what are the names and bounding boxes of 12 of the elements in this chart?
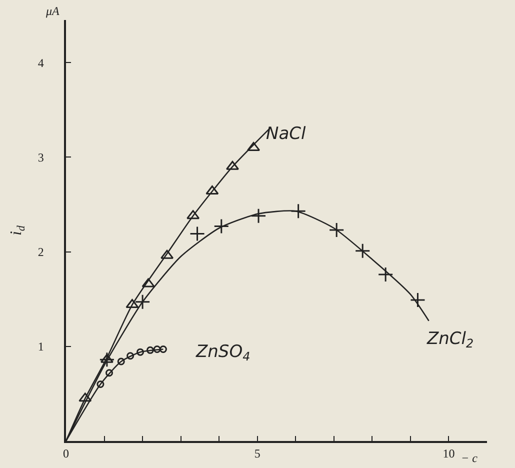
x-axis-title: − c: [461, 451, 478, 465]
y-tick-label: 1: [38, 340, 44, 354]
y-tick-label: 4: [38, 56, 44, 70]
x-tick-label: 5: [254, 446, 260, 460]
y-tick-label: 2: [38, 244, 44, 259]
series-label: NaCl: [266, 124, 306, 144]
x-tick-label: 0: [63, 446, 69, 460]
y-tick-label: 3: [38, 150, 44, 164]
x-tick-label: 10: [442, 446, 455, 460]
series-label: ZnSO$_{4}$: [195, 342, 250, 364]
text: μA: [45, 4, 60, 18]
series-label: ZnCl$_{2}$: [426, 329, 474, 351]
